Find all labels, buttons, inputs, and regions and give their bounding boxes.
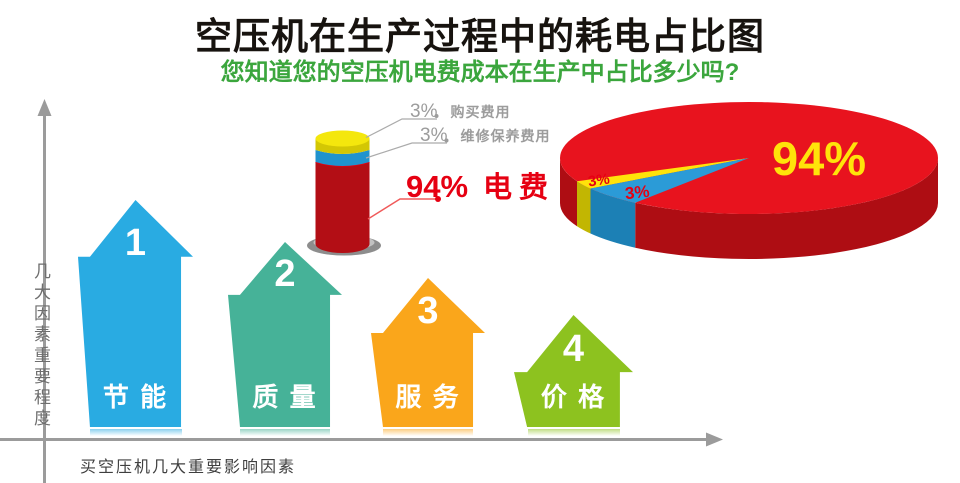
- factor-rank: 1: [124, 222, 147, 264]
- pie-side-electricity-left: [560, 158, 577, 227]
- cylinder-chart: [307, 130, 381, 256]
- purchase-cost-callout: 3% 购买费用: [410, 101, 510, 123]
- factor-label: 质 量: [252, 382, 318, 412]
- pie-side-electricity-right: [635, 158, 938, 259]
- page-subtitle: 您知道您的空压机电费成本在生产中占比多少吗?: [220, 59, 740, 86]
- cylinder-electricity-segment: [315, 162, 370, 253]
- pie-maintenance-pct: 3%: [624, 181, 651, 204]
- factor-label: 节 能: [102, 382, 169, 412]
- pie-wedge-purchase: [577, 158, 749, 189]
- pie-electricity-pct: 94%: [772, 132, 867, 185]
- electricity-cost-name: 电费: [483, 172, 556, 204]
- leader-dot-electricity: [435, 196, 441, 202]
- factor-label: 服 务: [395, 382, 461, 412]
- leader-line-electricity: [367, 198, 437, 220]
- x-axis-arrowhead: [706, 432, 723, 447]
- electricity-cost-callout: 94% 电费: [406, 164, 555, 206]
- cylinder-top-face: [315, 130, 370, 147]
- maintenance-cost-pct: 3%: [420, 125, 448, 146]
- pie-chart: [560, 102, 938, 259]
- electricity-cost-pct: 94%: [406, 169, 469, 204]
- factor-rank: 4: [562, 328, 585, 370]
- pie-side-purchase: [577, 181, 591, 234]
- factor-rank: 2: [274, 253, 296, 295]
- leader-line-maintenance: [365, 142, 447, 159]
- factor-reflection-4: [528, 429, 620, 436]
- factor-label: 价 格: [540, 382, 607, 412]
- pie-purchase-pct: 3%: [586, 170, 611, 191]
- maintenance-cost-callout: 3% 维修保养费用: [420, 125, 550, 147]
- purchase-cost-pct: 3%: [410, 101, 438, 122]
- maintenance-cost-name: 维修保养费用: [460, 128, 551, 144]
- leader-dot-maintenance: [444, 138, 449, 143]
- factor-reflection-2: [240, 429, 330, 436]
- pie-side-maintenance: [590, 188, 636, 248]
- x-axis-label: 买空压机几大重要影响因素: [80, 459, 297, 476]
- axis-system: [0, 99, 723, 483]
- y-axis-label: 几大因素重要程度: [31, 262, 50, 430]
- factor-reflection-3: [383, 429, 473, 436]
- leader-dot-purchase: [434, 114, 439, 118]
- pie-wedge-maintenance: [590, 158, 749, 203]
- cylinder-maintenance-segment: [315, 150, 370, 166]
- factor-reflection-1: [90, 429, 182, 436]
- purchase-cost-name: 购买费用: [450, 104, 511, 120]
- callout-leader-lines: [365, 114, 449, 220]
- page-title: 空压机在生产过程中的耗电占比图: [195, 16, 765, 57]
- y-axis-arrowhead: [37, 99, 52, 116]
- leader-line-purchase: [365, 118, 437, 139]
- factor-rank: 3: [417, 290, 439, 332]
